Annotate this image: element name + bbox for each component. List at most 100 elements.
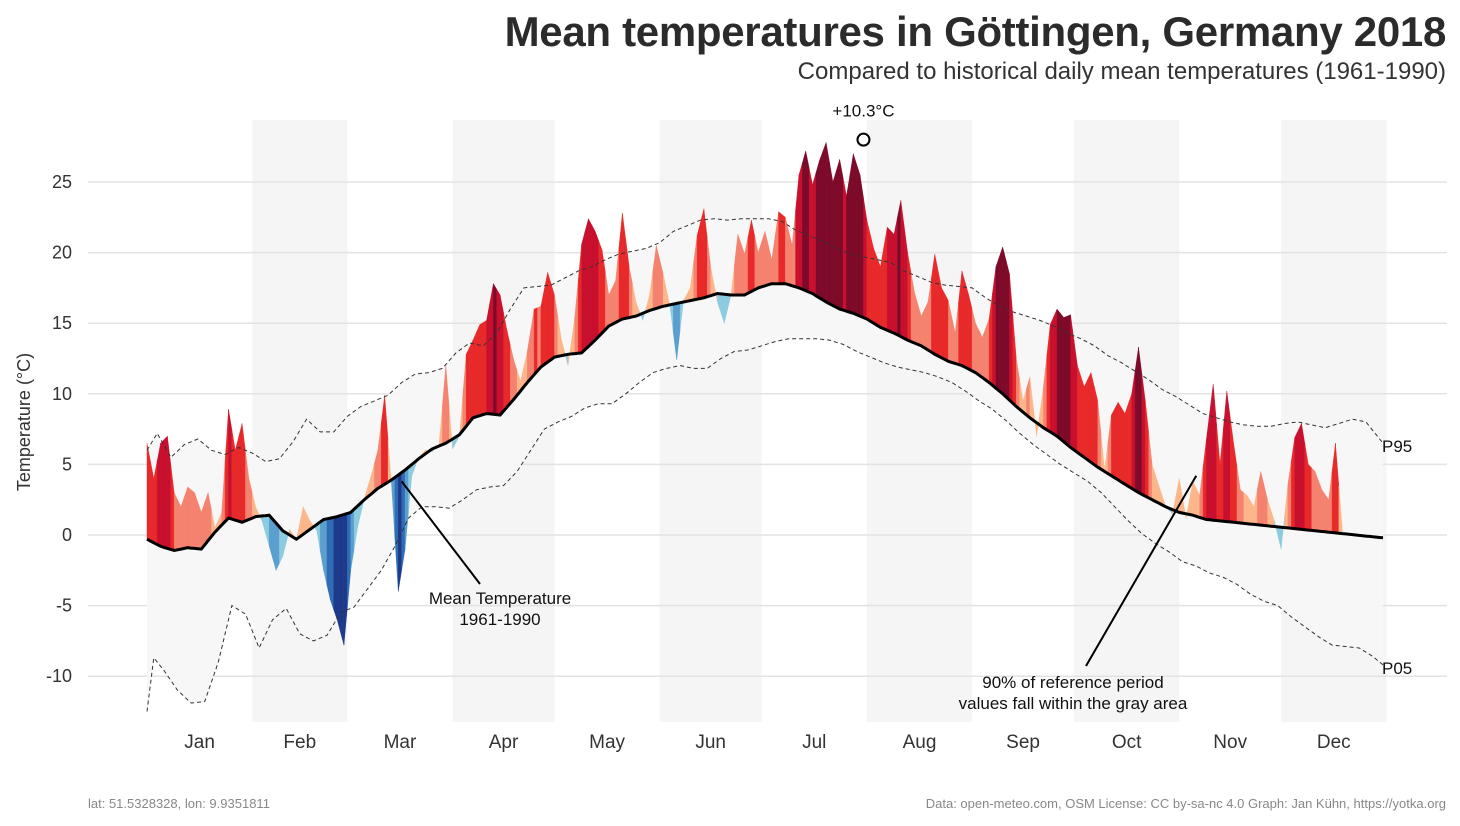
y-tick-label: -5 (56, 596, 72, 616)
y-tick-label: 15 (52, 313, 72, 333)
day-anomaly-area (982, 328, 986, 381)
day-anomaly-area (584, 218, 589, 351)
day-anomaly-area (156, 443, 161, 547)
day-anomaly-area (1053, 308, 1058, 437)
day-anomaly-area (326, 517, 331, 600)
day-anomaly-area (550, 283, 555, 360)
day-anomaly-area (863, 197, 868, 320)
day-anomaly-area (1094, 386, 1098, 468)
day-anomaly-area (177, 499, 182, 551)
month-label-may: May (589, 732, 625, 753)
month-label-apr: Apr (489, 732, 519, 753)
max-anomaly-marker (856, 132, 871, 147)
day-anomaly-area (798, 162, 803, 290)
day-anomaly-area (866, 220, 871, 322)
day-anomaly-area (489, 283, 494, 415)
day-anomaly-area (190, 489, 195, 549)
month-label-jun: Jun (695, 732, 726, 753)
day-anomaly-area (486, 301, 491, 415)
day-anomaly-area (235, 436, 239, 522)
mean-temperature-line (146, 282, 1384, 553)
day-anomaly-area (533, 307, 538, 376)
day-anomaly-area (479, 322, 484, 416)
day-anomaly-area (1005, 260, 1010, 401)
y-tick-label: 10 (52, 384, 72, 404)
y-tick-label: 0 (62, 525, 72, 545)
month-label-sep: Sep (1006, 732, 1040, 753)
day-anomaly-area (340, 514, 345, 646)
day-anomaly-area (173, 492, 178, 551)
month-label-oct: Oct (1112, 732, 1142, 753)
day-anomaly-area (591, 224, 596, 344)
day-anomaly-area (1111, 408, 1115, 479)
day-anomaly-area (622, 213, 626, 320)
mean-temperature-annotation: 1961-1990 (459, 610, 540, 629)
day-anomaly-area (825, 142, 830, 305)
day-anomaly-area (241, 423, 246, 523)
month-label-aug: Aug (903, 732, 937, 753)
day-anomaly-area (1050, 316, 1054, 435)
month-label-feb: Feb (283, 732, 316, 753)
day-anomaly-area (856, 164, 861, 317)
day-anomaly-area (1314, 471, 1319, 532)
month-label-nov: Nov (1213, 732, 1247, 753)
day-anomaly-area (934, 253, 939, 357)
chart-title: Mean temperatures in Göttingen, Germany … (504, 8, 1447, 55)
day-anomaly-area (398, 472, 402, 592)
day-anomaly-area (537, 305, 542, 372)
day-anomaly-area (978, 330, 983, 378)
y-axis: -10 -5 0 5 10 15 20 25 (46, 172, 72, 686)
day-anomaly-area (1121, 407, 1126, 485)
day-anomaly-area (1223, 390, 1228, 522)
mean-temperature-annotation: Mean Temperature (429, 589, 571, 608)
day-anomaly-area (1002, 246, 1007, 398)
day-anomaly-area (465, 347, 470, 427)
reference-band-annotation: values fall within the gray area (959, 694, 1188, 713)
day-anomaly-area (808, 167, 813, 294)
callout-pointer (1085, 475, 1198, 667)
x-axis: Jan Feb Mar Apr May Jun Jul Aug Sep Oct Nov Dec (184, 732, 1350, 753)
day-anomaly-area (985, 318, 990, 383)
day-anomaly-area (819, 151, 823, 301)
day-anomaly-area (829, 162, 834, 306)
y-tick-label: 5 (62, 454, 72, 474)
day-anomaly-area (805, 150, 810, 293)
day-anomaly-area (187, 486, 192, 549)
day-anomaly-area (618, 213, 623, 322)
day-anomaly-area (598, 240, 603, 338)
p05-label: P05 (1382, 659, 1412, 678)
day-anomaly-area (394, 474, 399, 592)
day-anomaly-area (146, 443, 151, 542)
day-anomaly-area (853, 153, 857, 316)
day-anomaly-area (496, 288, 501, 416)
day-anomaly-area (795, 174, 800, 289)
month-label-jan: Jan (184, 732, 215, 753)
day-anomaly-area (499, 294, 504, 416)
month-label-dec: Dec (1317, 732, 1351, 753)
reference-lines (146, 218, 1384, 712)
day-anomaly-area (472, 332, 477, 419)
location-coordinates: lat: 51.5328328, lon: 9.9351811 (88, 796, 270, 811)
day-anomaly-area (1087, 372, 1092, 463)
month-label-mar: Mar (384, 732, 417, 753)
day-anomaly-area (832, 170, 837, 308)
day-anomaly-area (1009, 273, 1014, 404)
day-anomaly-area (791, 210, 796, 288)
day-anomaly-area (595, 231, 599, 341)
day-anomaly-area (924, 301, 929, 351)
y-tick-label: 20 (52, 243, 72, 263)
day-anomaly-area (968, 294, 973, 372)
day-anomaly-area (876, 257, 881, 328)
day-anomaly-area (873, 248, 878, 326)
day-anomaly-area (1090, 372, 1095, 466)
day-anomaly-area (1138, 347, 1143, 495)
day-anomaly-area (815, 160, 820, 299)
day-anomaly-area (900, 200, 905, 339)
day-anomaly-area (333, 516, 338, 620)
p95-line (146, 218, 1384, 463)
day-anomaly-area (330, 517, 334, 610)
day-anomaly-area (1067, 314, 1071, 448)
day-anomaly-area (1134, 347, 1139, 494)
day-anomaly-area (975, 323, 980, 376)
day-anomaly-area (1226, 390, 1231, 523)
